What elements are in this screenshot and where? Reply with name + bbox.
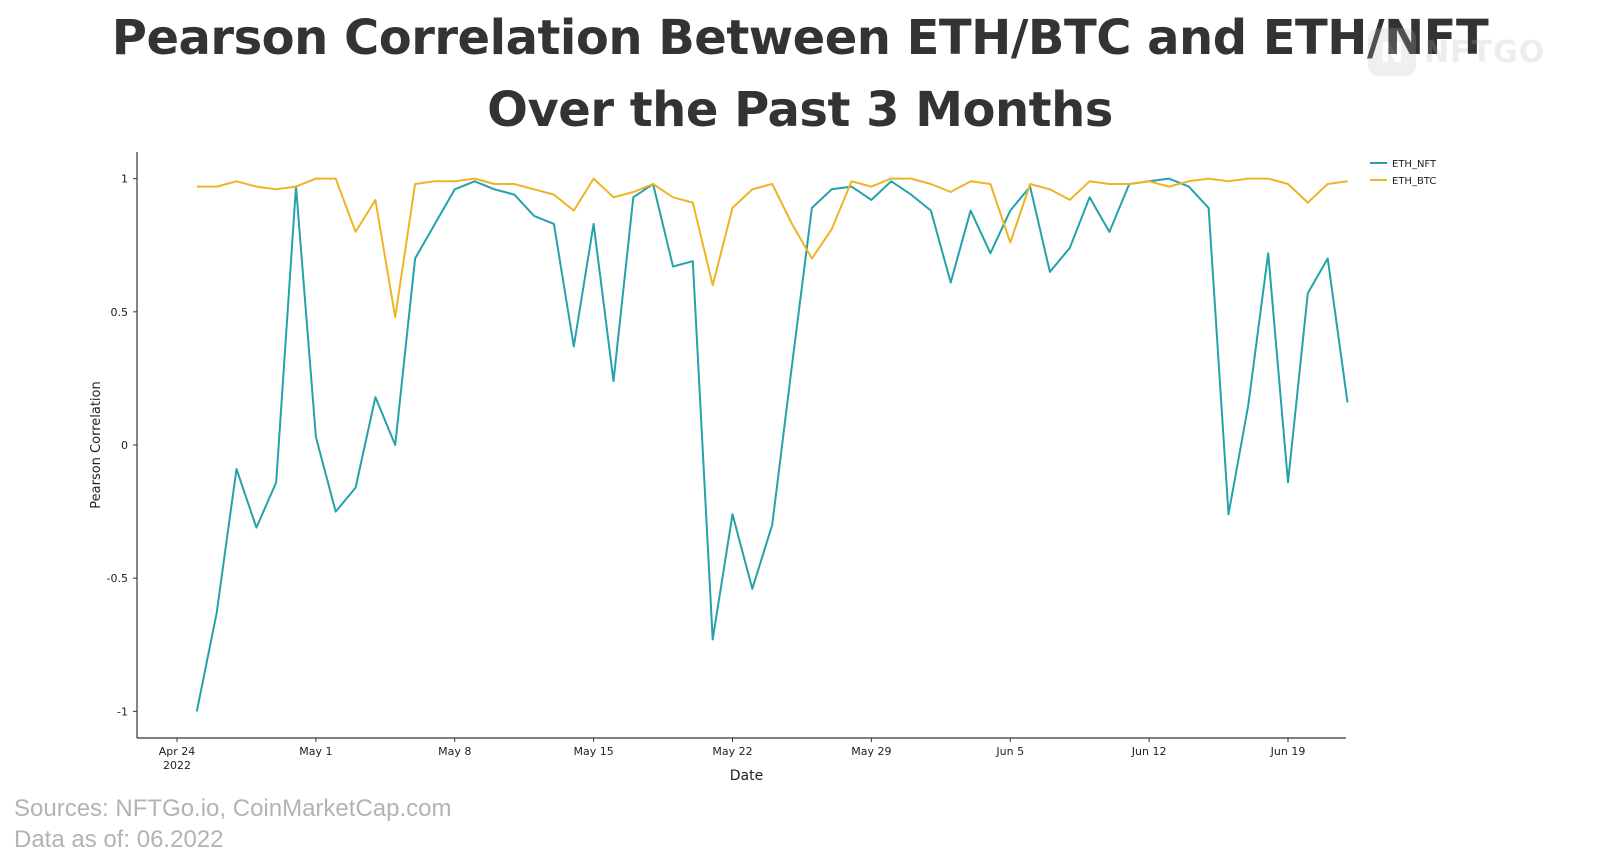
series-line-eth-nft	[195, 177, 1349, 712]
nftgo-logo-text: NFTGO	[1424, 34, 1546, 70]
y-tick-label: 0.5	[111, 306, 129, 319]
y-tick-label: 0	[121, 439, 128, 452]
x-tick-label: May 8	[438, 745, 471, 758]
chart-title: Pearson Correlation Between ETH/BTC and …	[0, 2, 1600, 146]
chart-title-line-2: Over the Past 3 Months	[487, 82, 1113, 138]
y-tick-label: 1	[121, 173, 128, 186]
x-tick-sublabel: 2022	[163, 759, 191, 772]
nftgo-logo-icon: N	[1368, 28, 1416, 76]
chart-title-line-1: Pearson Correlation Between ETH/BTC and …	[111, 10, 1489, 66]
x-tick-label: May 29	[851, 745, 891, 758]
x-tick-label: May 1	[299, 745, 332, 758]
y-tick-label: -0.5	[107, 572, 128, 585]
legend-label-eth-btc: ETH_BTC	[1392, 176, 1436, 187]
legend-label-eth-nft: ETH_NFT	[1392, 159, 1437, 170]
x-axis-label: Date	[730, 768, 763, 784]
series-line-eth-btc	[196, 177, 1348, 319]
x-tick-label: May 15	[574, 745, 614, 758]
y-axis-label: Pearson Correlation	[89, 381, 104, 508]
x-tick-label: Jun 5	[995, 745, 1024, 758]
data-as-of-note: Data as of: 06.2022	[14, 826, 224, 853]
x-tick-label: May 22	[712, 745, 752, 758]
x-tick-label: Jun 12	[1131, 745, 1167, 758]
y-tick-label: -1	[117, 705, 128, 718]
x-tick-label: Jun 19	[1270, 745, 1306, 758]
x-tick-label: Apr 24	[159, 745, 196, 758]
sources-note: Sources: NFTGo.io, CoinMarketCap.com	[14, 795, 452, 822]
nftgo-logo: N NFTGO	[1368, 28, 1545, 76]
